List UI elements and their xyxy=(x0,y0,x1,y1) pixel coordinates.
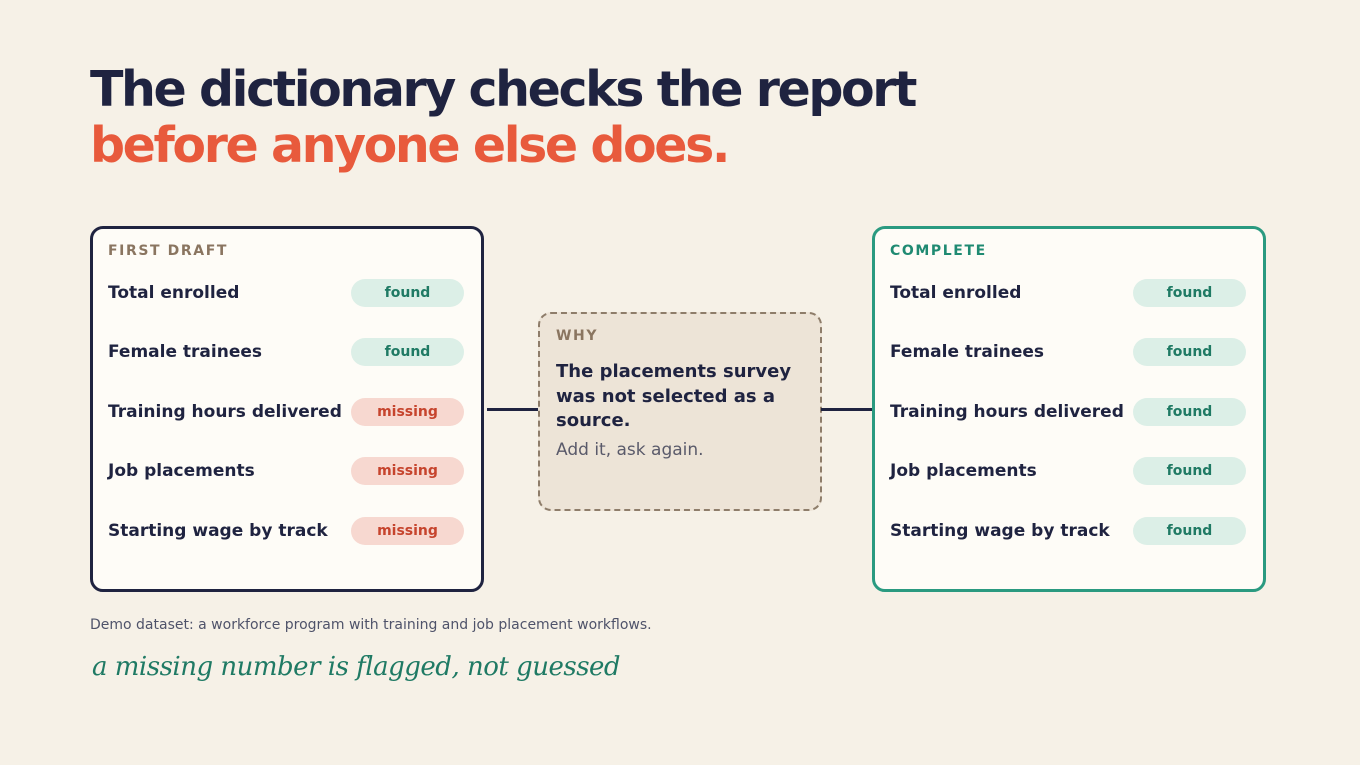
row-label: Female trainees xyxy=(890,342,1045,362)
complete-row: Total enrolled found xyxy=(890,279,1246,309)
row-label: Training hours delivered xyxy=(890,402,1124,422)
status-badge: found xyxy=(1133,398,1246,426)
connector-line-right xyxy=(821,408,873,411)
row-label: Job placements xyxy=(108,461,255,481)
status-badge: missing xyxy=(351,457,464,485)
status-badge: missing xyxy=(351,398,464,426)
status-badge: found xyxy=(351,338,464,366)
first-draft-panel: FIRST DRAFT Total enrolled found Female … xyxy=(90,226,484,592)
complete-row: Training hours delivered found xyxy=(890,398,1246,428)
why-label: WHY xyxy=(556,328,599,344)
row-label: Training hours delivered xyxy=(108,402,342,422)
status-badge: found xyxy=(1133,517,1246,545)
row-label: Starting wage by track xyxy=(108,521,328,541)
complete-row: Job placements found xyxy=(890,457,1246,487)
status-badge: found xyxy=(1133,279,1246,307)
connector-line-left xyxy=(487,408,539,411)
tagline: a missing number is flagged, not guessed xyxy=(92,652,621,682)
why-sub: Add it, ask again. xyxy=(556,440,704,460)
first-draft-row: Job placements missing xyxy=(108,457,464,487)
first-draft-row: Training hours delivered missing xyxy=(108,398,464,428)
complete-row: Female trainees found xyxy=(890,338,1246,368)
why-callout: WHY The placements survey was not select… xyxy=(538,312,822,511)
row-label: Female trainees xyxy=(108,342,263,362)
first-draft-row: Total enrolled found xyxy=(108,279,464,309)
row-label: Total enrolled xyxy=(108,283,240,303)
status-badge: found xyxy=(1133,457,1246,485)
row-label: Total enrolled xyxy=(890,283,1022,303)
footnote: Demo dataset: a workforce program with t… xyxy=(90,617,652,633)
complete-label: COMPLETE xyxy=(890,243,987,259)
headline-line-2: before anyone else does. xyxy=(90,117,731,174)
complete-row: Starting wage by track found xyxy=(890,517,1246,547)
why-body: The placements survey was not selected a… xyxy=(556,361,792,431)
first-draft-label: FIRST DRAFT xyxy=(108,243,229,259)
complete-panel: COMPLETE Total enrolled found Female tra… xyxy=(872,226,1266,592)
row-label: Job placements xyxy=(890,461,1037,481)
headline-line-1: The dictionary checks the report xyxy=(90,61,917,118)
first-draft-row: Starting wage by track missing xyxy=(108,517,464,547)
status-badge: found xyxy=(351,279,464,307)
first-draft-row: Female trainees found xyxy=(108,338,464,368)
row-label: Starting wage by track xyxy=(890,521,1110,541)
page-title: The dictionary checks the report before … xyxy=(90,61,917,174)
status-badge: found xyxy=(1133,338,1246,366)
status-badge: missing xyxy=(351,517,464,545)
